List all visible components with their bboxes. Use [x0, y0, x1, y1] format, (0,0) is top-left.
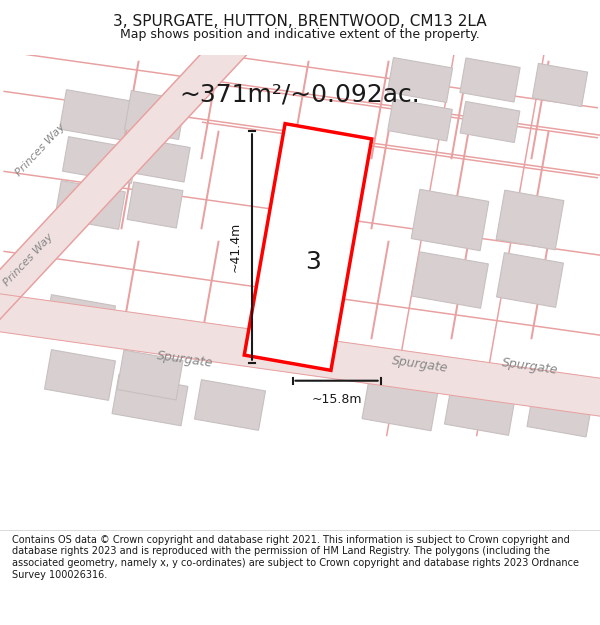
Polygon shape	[127, 182, 183, 228]
Polygon shape	[4, 171, 600, 269]
Text: Princes Way: Princes Way	[1, 232, 55, 288]
Polygon shape	[200, 61, 220, 159]
Text: Princes Way: Princes Way	[13, 122, 67, 178]
Polygon shape	[4, 51, 600, 149]
Polygon shape	[411, 189, 489, 251]
Polygon shape	[244, 124, 372, 371]
Polygon shape	[530, 131, 550, 229]
Polygon shape	[370, 61, 389, 159]
Polygon shape	[451, 61, 470, 159]
Polygon shape	[124, 91, 185, 139]
Polygon shape	[530, 61, 550, 159]
Polygon shape	[388, 58, 452, 102]
Polygon shape	[290, 241, 310, 339]
Text: 3, SPURGATE, HUTTON, BRENTWOOD, CM13 2LA: 3, SPURGATE, HUTTON, BRENTWOOD, CM13 2LA	[113, 14, 487, 29]
Polygon shape	[4, 251, 600, 349]
Polygon shape	[200, 131, 220, 229]
Polygon shape	[117, 350, 183, 400]
Text: Contains OS data © Crown copyright and database right 2021. This information is : Contains OS data © Crown copyright and d…	[12, 535, 579, 579]
Polygon shape	[200, 241, 220, 339]
Polygon shape	[0, 0, 253, 438]
Text: Spurgate: Spurgate	[501, 357, 559, 377]
Text: Spurgate: Spurgate	[156, 349, 214, 371]
Polygon shape	[527, 387, 593, 437]
Polygon shape	[202, 121, 598, 179]
Polygon shape	[362, 379, 438, 431]
Polygon shape	[112, 374, 188, 426]
Polygon shape	[44, 294, 115, 346]
Polygon shape	[451, 241, 470, 339]
Polygon shape	[460, 101, 520, 142]
Polygon shape	[130, 138, 190, 182]
Polygon shape	[0, 288, 600, 422]
Polygon shape	[4, 91, 600, 189]
Polygon shape	[530, 241, 550, 339]
Polygon shape	[44, 349, 115, 401]
Polygon shape	[388, 99, 452, 141]
Polygon shape	[121, 131, 140, 229]
Polygon shape	[290, 131, 310, 229]
Polygon shape	[121, 61, 140, 159]
Text: 3: 3	[305, 250, 321, 274]
Polygon shape	[451, 131, 470, 229]
Polygon shape	[370, 241, 389, 339]
Polygon shape	[497, 253, 563, 308]
Text: ~15.8m: ~15.8m	[311, 392, 362, 406]
Polygon shape	[121, 241, 140, 339]
Polygon shape	[0, 0, 277, 461]
Polygon shape	[0, 325, 600, 423]
Text: Spurgate: Spurgate	[391, 354, 449, 376]
Polygon shape	[202, 51, 598, 109]
Polygon shape	[445, 384, 515, 436]
Polygon shape	[59, 89, 130, 141]
Polygon shape	[412, 252, 488, 308]
Text: ~371m²/~0.092ac.: ~371m²/~0.092ac.	[179, 83, 421, 107]
Polygon shape	[0, 287, 600, 385]
Polygon shape	[55, 181, 125, 229]
Polygon shape	[460, 58, 520, 102]
Text: Map shows position and indicative extent of the property.: Map shows position and indicative extent…	[120, 28, 480, 41]
Polygon shape	[290, 61, 310, 159]
Text: ~41.4m: ~41.4m	[229, 222, 242, 272]
Polygon shape	[0, 22, 278, 461]
Polygon shape	[370, 131, 389, 229]
Polygon shape	[62, 137, 137, 183]
Polygon shape	[476, 0, 564, 436]
Polygon shape	[532, 63, 587, 107]
Polygon shape	[202, 81, 598, 139]
Polygon shape	[496, 190, 564, 250]
Polygon shape	[194, 379, 265, 431]
Polygon shape	[386, 0, 474, 436]
